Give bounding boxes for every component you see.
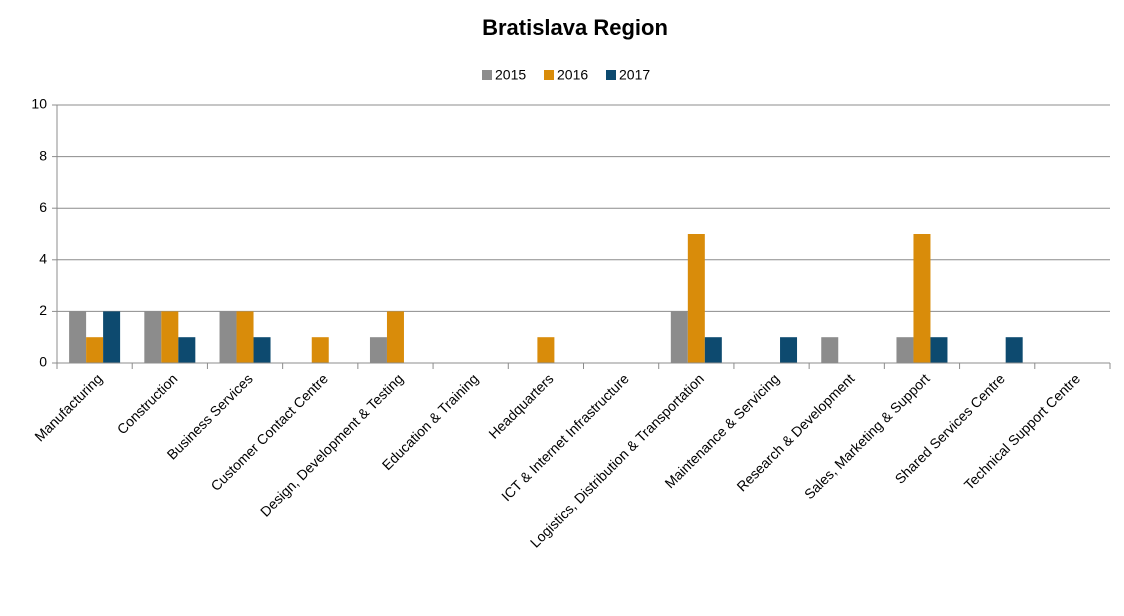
chart-title: Bratislava Region <box>482 15 668 40</box>
legend-swatch <box>606 70 616 80</box>
x-tick-label: Manufacturing <box>31 370 105 444</box>
y-tick-label: 10 <box>31 96 47 112</box>
x-tick-label: Design, Development & Testing <box>257 370 406 519</box>
y-tick-label: 6 <box>39 199 47 215</box>
x-tick-label: Construction <box>114 370 181 437</box>
x-tick-label: Headquarters <box>485 370 556 441</box>
bar <box>253 337 271 363</box>
legend-label: 2016 <box>557 67 588 83</box>
bar <box>236 311 254 363</box>
bar <box>311 337 329 363</box>
bar <box>704 337 722 363</box>
bar <box>930 337 948 363</box>
bar <box>103 311 121 363</box>
legend-label: 2017 <box>619 67 650 83</box>
bar <box>369 337 387 363</box>
bar <box>161 311 179 363</box>
bar <box>219 311 237 363</box>
y-tick-label: 4 <box>39 251 47 267</box>
bar <box>178 337 196 363</box>
bar <box>144 311 162 363</box>
bar <box>386 311 404 363</box>
bar <box>821 337 839 363</box>
y-tick-label: 2 <box>39 302 47 318</box>
bar <box>537 337 555 363</box>
bar <box>69 311 87 363</box>
bar <box>780 337 798 363</box>
bar <box>86 337 104 363</box>
y-tick-label: 0 <box>39 354 47 370</box>
bar <box>913 234 931 363</box>
legend-swatch <box>544 70 554 80</box>
bar <box>896 337 914 363</box>
bar <box>1005 337 1023 363</box>
legend-label: 2015 <box>495 67 526 83</box>
bar <box>687 234 705 363</box>
x-tick-label: Sales, Marketing & Support <box>801 370 933 502</box>
y-tick-label: 8 <box>39 147 47 163</box>
bar <box>670 311 688 363</box>
x-tick-label: ICT & Internet Infrastructure <box>498 370 632 504</box>
legend-swatch <box>482 70 492 80</box>
